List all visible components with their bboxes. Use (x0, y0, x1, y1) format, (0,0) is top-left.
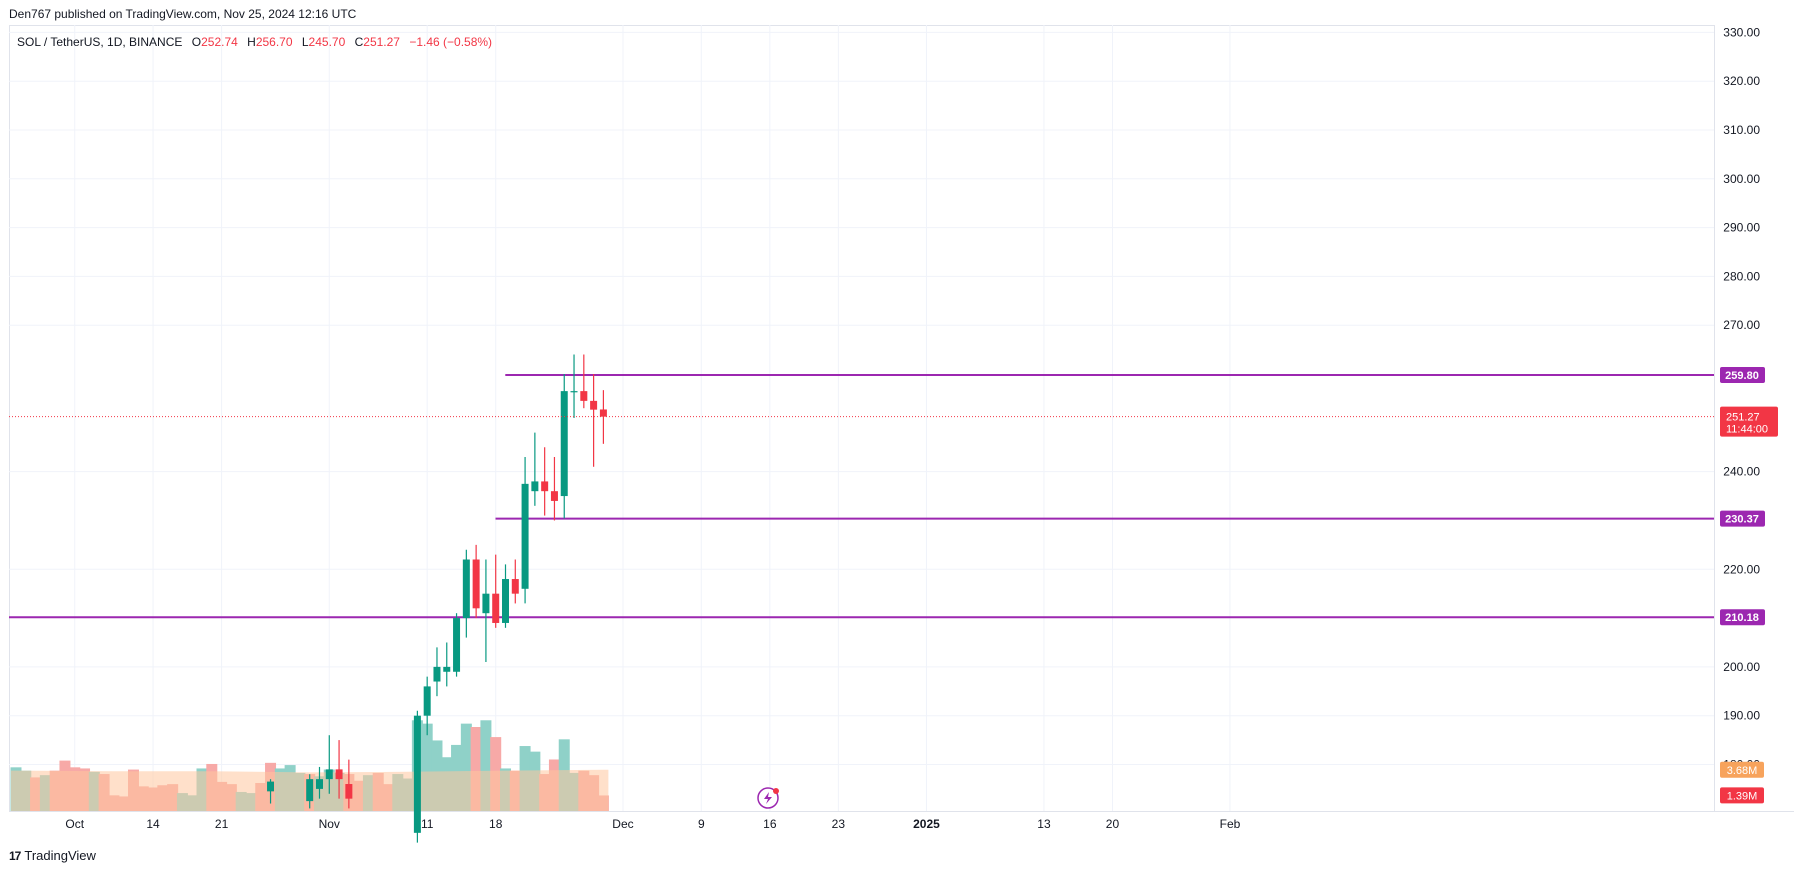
horizontal-levels[interactable]: 259.80 230.37 210.18 (9, 367, 1765, 626)
bar-countdown-label: 11:44:00 (1726, 424, 1768, 436)
time-tick-label: 9 (698, 817, 705, 831)
lightning-icon[interactable] (757, 787, 779, 809)
candle-body (570, 391, 578, 393)
price-tick-label: 280.00 (1723, 269, 1760, 283)
volume-label: 1.39M (1727, 790, 1758, 802)
price-tick-label: 290.00 (1723, 221, 1760, 235)
time-tick-label: 21 (215, 817, 229, 831)
volume-label-bg (1720, 787, 1764, 804)
level-label-bg (1720, 609, 1765, 626)
candle-body (315, 779, 323, 789)
time-tick-label: 13 (1037, 817, 1051, 831)
time-tick-label: 20 (1106, 817, 1120, 831)
price-tick-label: 190.00 (1723, 709, 1760, 723)
price-tick-label: 200.00 (1723, 660, 1760, 674)
volume-label-bg (1720, 761, 1764, 778)
candle-body (453, 618, 461, 672)
candle-body (306, 779, 314, 802)
ohlc-open-value: 252.74 (201, 35, 238, 49)
candle-body (413, 715, 421, 833)
time-tick-label: 18 (489, 817, 503, 831)
ohlc-open-label: O (192, 35, 201, 49)
grid-lines (9, 25, 1714, 811)
price-tick-label: 220.00 (1723, 562, 1760, 576)
price-tick-label: 320.00 (1723, 74, 1760, 88)
level-label-bg (1720, 510, 1765, 527)
symbol-name: SOL / TetherUS, 1D, BINANCE (17, 35, 182, 49)
volume-bar (480, 720, 492, 811)
candle-body (462, 559, 470, 619)
candle-body (521, 483, 529, 589)
time-tick-label: 16 (763, 817, 777, 831)
price-tick-label: 270.00 (1723, 318, 1760, 332)
volume-bar (421, 723, 433, 811)
ohlc-high-value: 256.70 (256, 35, 293, 49)
volume-bar (470, 727, 482, 811)
time-tick-label: Dec (612, 817, 633, 831)
candle-body (472, 559, 480, 609)
price-tick-label: 300.00 (1723, 172, 1760, 186)
ohlc-low-value: 245.70 (309, 35, 346, 49)
candle-body (492, 593, 500, 623)
current-price-label: 251.27 (1726, 412, 1760, 424)
candle-body (345, 784, 353, 799)
tradingview-logo-mark: 17 (9, 848, 21, 863)
time-tick-label: 14 (146, 817, 160, 831)
price-tick-label: 240.00 (1723, 465, 1760, 479)
candle-body (335, 769, 343, 780)
time-tick-label: Nov (319, 817, 340, 831)
candle-body (541, 481, 549, 492)
ohlc-high-label: H (247, 35, 256, 49)
publisher-credit: Den767 published on TradingView.com, Nov… (9, 7, 357, 21)
level-label-bg (1720, 367, 1765, 384)
time-tick-label: 2025 (913, 817, 940, 831)
time-tick-label: Feb (1220, 817, 1241, 831)
time-tick-label: Oct (65, 817, 84, 831)
candle-body (325, 769, 333, 780)
candle-body (599, 409, 607, 417)
ohlc-change-value: −1.46 (−0.58%) (409, 35, 492, 49)
candle-body (511, 579, 519, 594)
tradingview-logo-text: TradingView (24, 848, 96, 863)
time-axis[interactable]: Oct 14 21 Nov 11 18 Dec 9 16 23 2025 13 20 Feb (65, 817, 1240, 831)
candle-body (502, 579, 509, 623)
time-tick-label: 23 (832, 817, 846, 831)
tradingview-logo[interactable]: 17 TradingView (9, 848, 96, 863)
ohlc-low-label: L (302, 35, 309, 49)
level-label: 259.80 (1725, 370, 1759, 382)
plot-area (9, 25, 1715, 812)
candle-body (580, 391, 588, 401)
price-axis[interactable]: 330.00 320.00 310.00 300.00 290.00 280.00 270.… (1720, 25, 1778, 804)
ohlc-close-value: 251.27 (363, 35, 400, 49)
candle-body (590, 400, 598, 410)
price-tick-label: 330.00 (1723, 25, 1760, 39)
symbol-legend[interactable]: SOL / TetherUS, 1D, BINANCE O252.74 H256… (17, 35, 492, 49)
candle-body (423, 686, 431, 716)
level-label: 210.18 (1725, 612, 1759, 624)
candle-body (560, 391, 568, 497)
level-label: 230.37 (1725, 514, 1759, 526)
time-tick-label: 11 (421, 817, 434, 831)
candle-body (267, 781, 275, 792)
volume-label: 3.68M (1727, 765, 1758, 777)
candles[interactable] (267, 354, 607, 843)
candle-body (433, 666, 441, 682)
candle-body (531, 481, 539, 492)
candle-body (482, 593, 490, 614)
volume-bar (460, 723, 472, 811)
candle-body (443, 666, 451, 672)
current-price-label-bg (1720, 406, 1778, 437)
price-tick-label: 310.00 (1723, 123, 1760, 137)
ohlc-close-label: C (355, 35, 364, 49)
candle-body (550, 491, 558, 501)
